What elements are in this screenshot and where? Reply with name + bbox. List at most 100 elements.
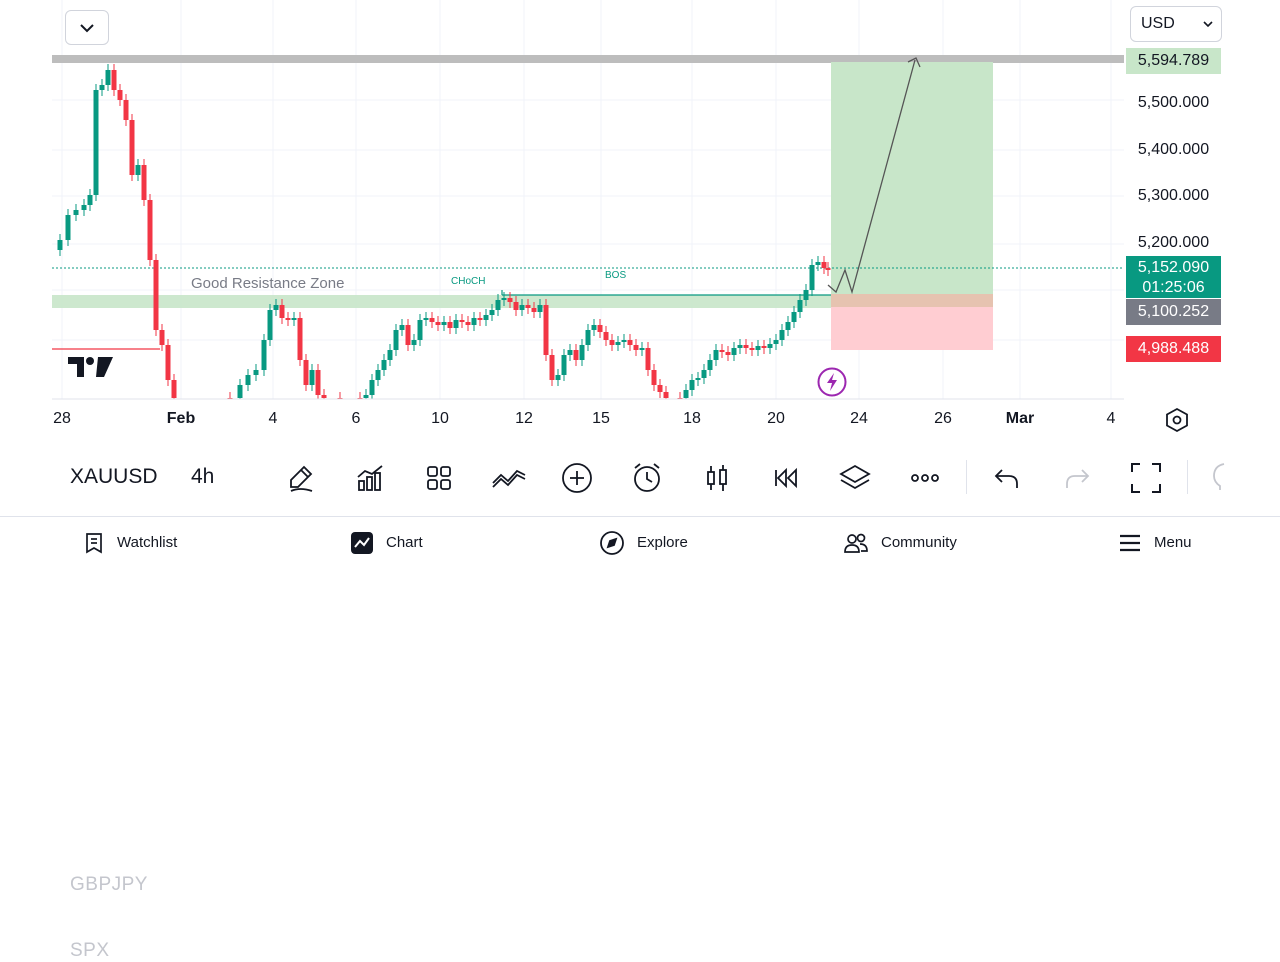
candle-body: [111, 70, 117, 90]
candle-body: [573, 350, 579, 360]
undo-button[interactable]: [987, 458, 1027, 498]
candle-body: [531, 308, 537, 312]
candle-body: [315, 370, 321, 395]
lightning-icon[interactable]: [816, 366, 848, 398]
candle-body: [749, 348, 755, 350]
date-tick: 4: [1106, 410, 1116, 427]
nav-explore[interactable]: Explore: [599, 517, 688, 568]
candle-body: [285, 318, 291, 320]
undo-icon: [994, 469, 1018, 488]
position-stop-box: [831, 307, 993, 350]
price-tick: 5,300.000: [1137, 187, 1210, 204]
symbol-selector[interactable]: XAUUSD: [70, 465, 158, 488]
watchlist-icon: [86, 532, 102, 553]
add-button[interactable]: [557, 458, 597, 498]
chart-icon: [351, 531, 373, 554]
toolbar-separator: [1187, 460, 1188, 494]
candle-body: [591, 325, 597, 330]
candle-body: [725, 352, 731, 355]
date-tick: 28: [53, 410, 71, 427]
redo-icon: [1066, 469, 1090, 488]
chevron-down-icon: [80, 23, 94, 32]
nav-label: Watchlist: [117, 534, 178, 551]
layout-grid-icon: [427, 466, 451, 490]
price-tick: 5,500.000: [1137, 94, 1210, 111]
candle-body: [73, 210, 79, 215]
layers-button[interactable]: [835, 458, 875, 498]
candle-body: [57, 240, 63, 250]
indicators-button[interactable]: [350, 458, 390, 498]
candle-body: [633, 345, 639, 350]
candle-body: [821, 262, 827, 268]
more-button[interactable]: [905, 458, 945, 498]
nav-label: Community: [881, 534, 957, 551]
chevron-down-icon: [1203, 20, 1213, 27]
target-price-label: 5,594.789: [1126, 48, 1221, 74]
chart-area[interactable]: USD 5,594.789 5,500.000 5,400.000 5,300.…: [0, 0, 1280, 440]
candle-body: [651, 370, 657, 385]
compare-button[interactable]: [489, 458, 529, 498]
currency-select[interactable]: USD: [1130, 6, 1222, 42]
candle-body: [321, 395, 327, 398]
candle-countdown: 01:25:06: [1142, 279, 1205, 296]
candle-body: [261, 340, 267, 370]
candle-body: [411, 340, 417, 345]
candle-body: [99, 85, 105, 90]
date-tick: Feb: [166, 410, 196, 427]
layout-button[interactable]: [419, 458, 459, 498]
candle-body: [417, 320, 423, 340]
current-price-badge: 5,152.090 01:25:06: [1126, 256, 1221, 298]
settings-icon[interactable]: [1164, 407, 1190, 433]
candle-body: [555, 375, 561, 380]
symbol-ghost-prev: GBPJPY: [70, 874, 148, 895]
candle-type-icon: [707, 465, 727, 491]
candle-body: [435, 322, 441, 325]
candle-body: [65, 215, 71, 240]
date-tick: 26: [934, 410, 952, 427]
menu-icon: [1120, 534, 1140, 551]
alert-button[interactable]: [627, 458, 667, 498]
collapse-button[interactable]: [65, 10, 109, 45]
candle-body: [105, 70, 111, 85]
candle-body: [87, 195, 93, 205]
target-level-line: [52, 55, 1124, 63]
candle-body: [141, 165, 147, 200]
drawing-tools-button[interactable]: [281, 458, 321, 498]
candle-body: [609, 340, 615, 345]
candle-body: [537, 305, 543, 312]
nav-community[interactable]: Community: [843, 517, 957, 568]
candle-body: [731, 348, 737, 355]
replay-button[interactable]: [766, 458, 806, 498]
nav-menu[interactable]: Menu: [1118, 517, 1192, 568]
date-tick: Mar: [1005, 410, 1035, 427]
more-icon: [911, 474, 939, 482]
candle-body: [405, 325, 411, 345]
date-tick: 18: [683, 410, 701, 427]
candle-body: [719, 350, 725, 352]
indicators-icon: [357, 465, 383, 491]
candle-body: [513, 302, 519, 310]
toolbar-separator: [966, 460, 967, 494]
candle-body: [297, 318, 303, 360]
candle-body: [117, 90, 123, 100]
candle-body: [519, 305, 525, 310]
candle-body: [147, 200, 153, 260]
resistance-zone-label: Good Resistance Zone: [191, 275, 345, 292]
fullscreen-button[interactable]: [1126, 458, 1166, 498]
nav-label: Chart: [386, 534, 423, 551]
candle-body: [81, 205, 87, 210]
candle-body: [773, 340, 779, 344]
date-tick: 20: [767, 410, 785, 427]
date-tick: 10: [431, 410, 449, 427]
interval-selector[interactable]: 4h: [191, 465, 215, 488]
chart-type-button[interactable]: [697, 458, 737, 498]
nav-watchlist[interactable]: Watchlist: [83, 517, 177, 568]
price-chart[interactable]: [0, 0, 1280, 440]
candle-body: [743, 345, 749, 348]
lightbulb-icon[interactable]: [1212, 462, 1228, 492]
nav-chart[interactable]: Chart: [350, 517, 423, 568]
redo-button[interactable]: [1057, 458, 1097, 498]
candle-body: [459, 320, 465, 322]
currency-value: USD: [1141, 15, 1175, 32]
candle-body: [683, 390, 689, 398]
